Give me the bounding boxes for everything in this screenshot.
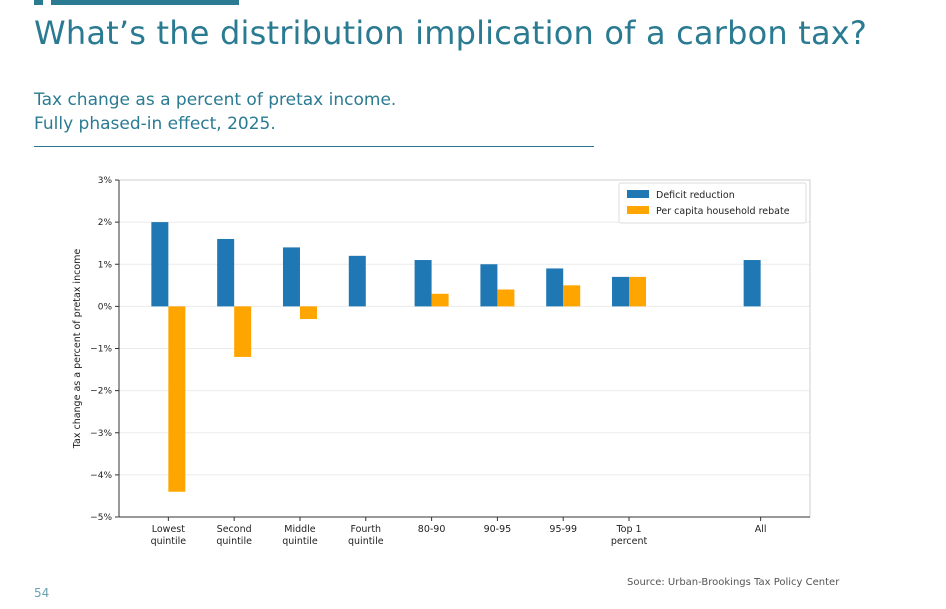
y-tick-label: −4% <box>90 471 112 481</box>
x-tick-label: Top 1 <box>615 524 641 535</box>
household-rebate-bar <box>234 306 252 357</box>
deficit-reduction-bar <box>217 238 235 307</box>
y-tick-label: 1% <box>98 260 113 270</box>
x-tick-label: Fourth <box>350 524 381 535</box>
x-tick-label: Lowest <box>152 524 186 535</box>
x-tick-label: percent <box>611 536 648 547</box>
x-tick-label: quintile <box>348 536 384 547</box>
legend-box <box>618 182 807 224</box>
y-tick-label: 0% <box>98 302 113 312</box>
legend-swatch <box>627 190 649 198</box>
x-tick-label: Middle <box>284 524 316 535</box>
household-rebate-bar <box>168 306 186 492</box>
deficit-reduction-bar <box>480 264 498 307</box>
y-tick-label: −5% <box>90 513 112 523</box>
slide-title: What’s the distribution implication of a… <box>34 14 868 52</box>
household-rebate-bar <box>299 306 317 320</box>
household-rebate-bar <box>629 276 647 307</box>
page-number: 54 <box>34 586 50 600</box>
household-rebate-bar <box>563 285 581 307</box>
x-tick-label: quintile <box>216 536 252 547</box>
y-tick-label: 3% <box>98 176 113 186</box>
header-accent-bar-small <box>34 0 43 5</box>
subtitle-line-1: Tax change as a percent of pretax income… <box>34 90 397 110</box>
y-tick-label: 2% <box>98 218 113 228</box>
legend-label: Deficit reduction <box>656 190 735 201</box>
y-axis-label: Tax change as a percent of pretax income <box>72 249 83 450</box>
y-tick-label: −3% <box>90 429 112 439</box>
subtitle-divider <box>34 146 594 147</box>
x-tick-label: quintile <box>282 536 318 547</box>
x-tick-label: Second <box>217 524 252 535</box>
x-tick-label: All <box>755 524 767 535</box>
legend-swatch <box>627 206 649 214</box>
household-rebate-bar <box>497 289 515 307</box>
deficit-reduction-bar <box>151 222 169 307</box>
deficit-reduction-bar <box>348 255 366 307</box>
x-tick-label: 80-90 <box>418 524 446 535</box>
deficit-reduction-bar <box>414 260 432 307</box>
y-tick-label: −2% <box>90 387 112 397</box>
deficit-reduction-bar <box>743 260 761 307</box>
household-rebate-bar <box>431 293 449 307</box>
deficit-reduction-bar <box>612 276 630 307</box>
deficit-reduction-bar <box>546 268 564 307</box>
x-tick-label: quintile <box>151 536 187 547</box>
header-accent-bar <box>51 0 239 5</box>
x-tick-label: 95-99 <box>549 524 577 535</box>
deficit-reduction-bar <box>282 247 300 307</box>
y-tick-label: −1% <box>90 345 112 355</box>
subtitle-line-2: Fully phased-in effect, 2025. <box>34 114 276 134</box>
x-tick-label: 90-95 <box>484 524 512 535</box>
legend-label: Per capita household rebate <box>656 206 790 217</box>
slide-subtitle: Tax change as a percent of pretax income… <box>34 88 396 136</box>
source-note: Source: Urban-Brookings Tax Policy Cente… <box>627 577 840 588</box>
